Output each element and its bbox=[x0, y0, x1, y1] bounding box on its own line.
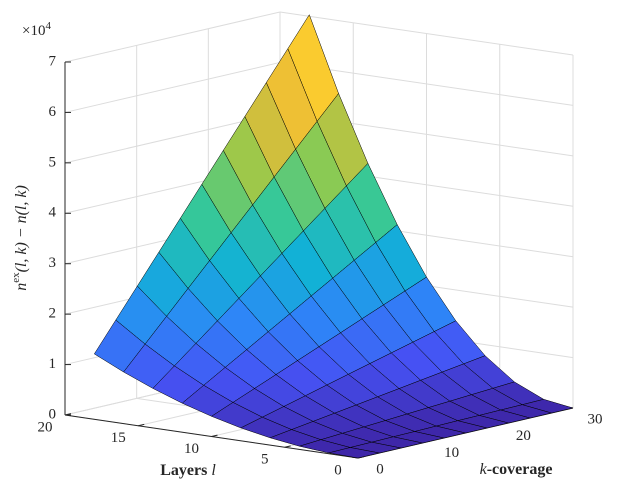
x-tick-label: 10 bbox=[184, 441, 199, 457]
x-tick bbox=[211, 434, 218, 437]
x-label-part: l bbox=[211, 462, 216, 479]
z-label-part: (l, k) − n(l, k) bbox=[13, 185, 30, 272]
exponent-base: ×10 bbox=[22, 23, 45, 39]
z-axis-label: nex(l, k) − n(l, k) bbox=[10, 185, 30, 291]
y-tick-label: 0 bbox=[376, 461, 384, 477]
x-tick-label: 5 bbox=[261, 452, 269, 468]
y-label-part: k bbox=[480, 461, 488, 478]
y-tick-label: 30 bbox=[588, 411, 603, 427]
x-tick-label: 20 bbox=[38, 419, 53, 435]
y-label-part: -coverage bbox=[487, 461, 553, 478]
z-tick-label: 3 bbox=[49, 255, 57, 271]
x-tick bbox=[138, 423, 145, 427]
z-tick-label: 4 bbox=[49, 205, 57, 221]
x-tick-label: 0 bbox=[334, 462, 342, 478]
x-label-part: Layers bbox=[160, 462, 211, 479]
z-tick-label: 2 bbox=[49, 306, 57, 322]
z-tick-label: 7 bbox=[49, 53, 57, 69]
x-tick bbox=[284, 445, 291, 448]
x-tick-label: 15 bbox=[111, 430, 126, 446]
y-tick-label: 20 bbox=[516, 428, 531, 444]
y-axis-label: k-coverage bbox=[480, 461, 553, 478]
y-tick-label: 10 bbox=[444, 445, 459, 461]
grid-line bbox=[64, 61, 281, 113]
z-label-part: n bbox=[13, 283, 30, 291]
exponent-power: 4 bbox=[45, 20, 51, 32]
x-tick bbox=[64, 413, 72, 416]
grid-line bbox=[64, 11, 281, 63]
z-exponent: ×104 bbox=[22, 20, 51, 40]
z-tick-label: 1 bbox=[49, 356, 57, 372]
z-tick-label: 5 bbox=[49, 154, 57, 170]
z-label-sup: ex bbox=[10, 272, 22, 283]
x-axis-label: Layers l bbox=[160, 462, 216, 479]
z-tick-label: 0 bbox=[49, 406, 57, 422]
surface-patch bbox=[328, 447, 380, 459]
surface bbox=[94, 14, 574, 459]
z-tick-label: 6 bbox=[49, 104, 57, 120]
